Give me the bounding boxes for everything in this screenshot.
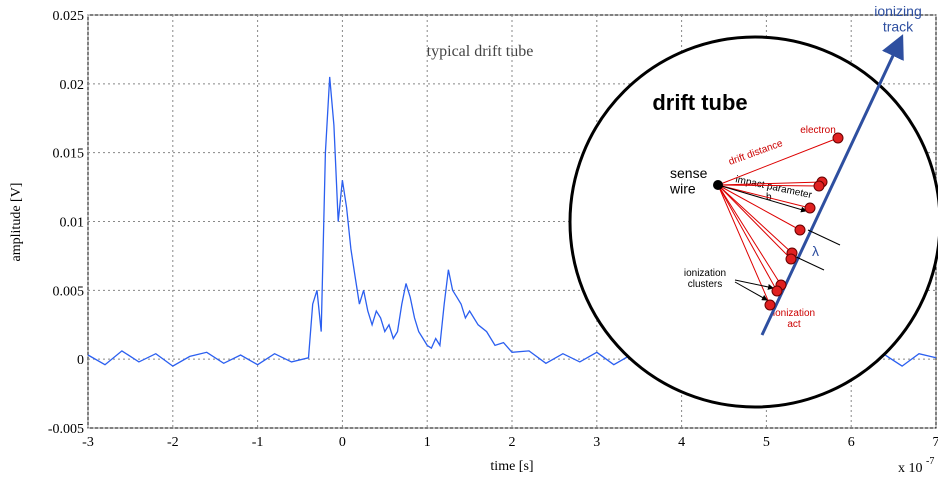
x-tick-label: 5 bbox=[763, 435, 770, 450]
y-tick-label: 0.025 bbox=[53, 9, 85, 24]
ionization-dot bbox=[765, 300, 775, 310]
x-tick-label: -1 bbox=[252, 435, 264, 450]
ionization-dot bbox=[795, 225, 805, 235]
x-tick-label: 1 bbox=[424, 435, 431, 450]
inset-title: drift tube bbox=[652, 90, 747, 115]
sense-wire bbox=[713, 180, 723, 190]
y-tick-label: 0.01 bbox=[60, 216, 85, 231]
y-tick-label: 0.005 bbox=[53, 284, 85, 299]
y-tick-label: -0.005 bbox=[48, 422, 84, 437]
x-tick-label: 3 bbox=[593, 435, 600, 450]
x-tick-label: -2 bbox=[167, 435, 179, 450]
y-tick-label: 0 bbox=[77, 353, 84, 368]
annotation: typical drift tube bbox=[427, 43, 534, 60]
x-tick-label: -3 bbox=[82, 435, 94, 450]
ionization-dot bbox=[814, 181, 824, 191]
x-tick-label: 6 bbox=[848, 435, 855, 450]
label: λ bbox=[812, 243, 819, 259]
x-tick-label: 2 bbox=[509, 435, 516, 450]
x-tick-label: 7 bbox=[933, 435, 938, 450]
x-tick-label: 4 bbox=[678, 435, 685, 450]
ionization-dot bbox=[833, 133, 843, 143]
x-tick-label: 0 bbox=[339, 435, 346, 450]
y-tick-label: 0.02 bbox=[60, 78, 85, 93]
x-offset: x 10 bbox=[898, 461, 923, 476]
y-tick-label: 0.015 bbox=[53, 147, 85, 162]
ionization-dot bbox=[805, 203, 815, 213]
x-axis-label: time [s] bbox=[490, 459, 533, 474]
ionization-dot bbox=[786, 254, 796, 264]
label: electron bbox=[800, 125, 836, 136]
x-offset-exponent: -7 bbox=[926, 456, 934, 467]
y-axis-label: amplitude [V] bbox=[9, 183, 24, 262]
ionization-dot bbox=[772, 286, 782, 296]
